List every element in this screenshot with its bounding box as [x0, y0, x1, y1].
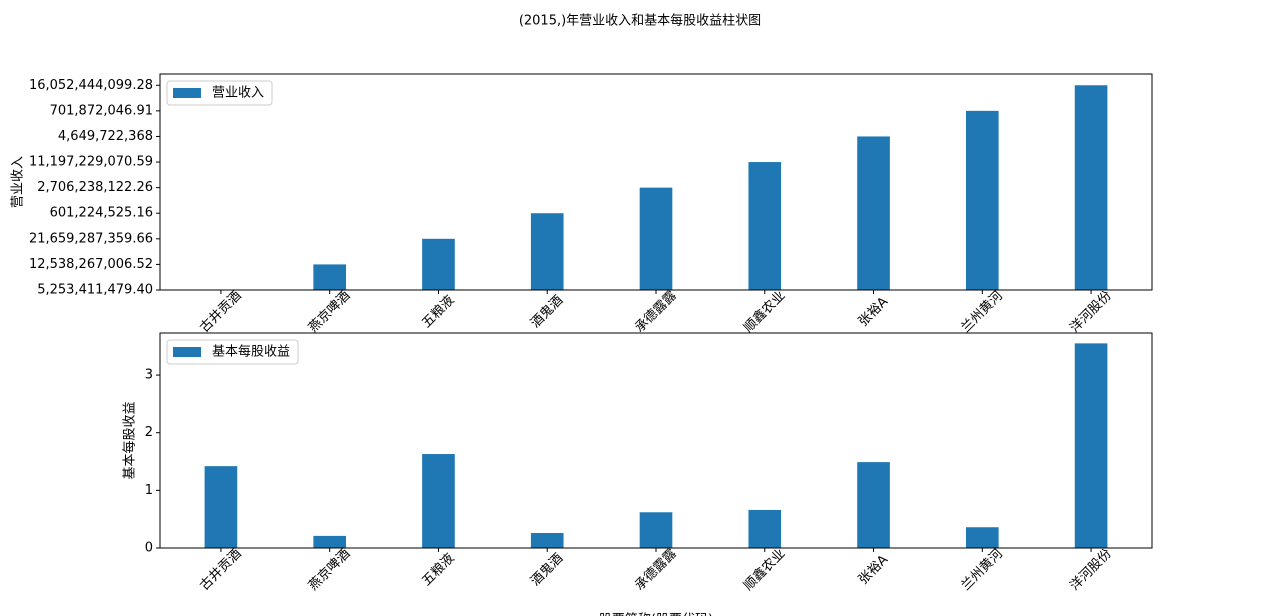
bar [530, 533, 564, 548]
legend-label: 营业收入 [212, 86, 264, 101]
bar [966, 110, 999, 290]
legend-swatch [173, 88, 201, 98]
legend-frame [166, 80, 273, 106]
bar [204, 466, 238, 548]
y-axis-label: 营业收入 [11, 156, 26, 208]
bar [857, 136, 890, 290]
bar [422, 454, 455, 548]
y-tick-label: 601,224,525.16 [50, 206, 153, 221]
bar [1074, 343, 1108, 548]
y-tick-label: 2,706,238,122.26 [37, 180, 153, 195]
bar [639, 512, 673, 548]
y-tick-label: 0 [145, 541, 153, 556]
bar [530, 213, 564, 290]
y-tick-label: 2 [145, 425, 153, 440]
axes-background [160, 333, 1152, 548]
bar [313, 535, 346, 548]
y-tick-label: 21,659,287,359.66 [29, 231, 153, 246]
legend-swatch [173, 347, 201, 357]
y-tick-label: 11,197,229,070.59 [29, 155, 153, 170]
bar [748, 162, 782, 290]
bar [966, 527, 999, 548]
y-tick-label: 701,872,046.91 [50, 103, 153, 118]
y-tick-label: 1 [145, 483, 153, 498]
bar [748, 509, 782, 548]
bar [422, 238, 455, 290]
legend-label: 基本每股收益 [212, 344, 290, 360]
figure-title: (2015,)年营业收入和基本每股收益柱状图 [519, 13, 761, 29]
bar [857, 462, 890, 548]
y-axis-label: 基本每股收益 [122, 401, 138, 479]
y-tick-label: 4,649,722,368 [58, 129, 153, 144]
y-tick-label: 5,253,411,479.40 [37, 283, 153, 298]
bar [313, 264, 346, 290]
y-tick-label: 12,538,267,006.52 [29, 257, 153, 272]
x-axis-label: 股票简称(股票代码) [599, 612, 713, 616]
legend-frame [166, 339, 299, 365]
y-tick-label: 3 [145, 368, 153, 383]
bar [639, 187, 673, 290]
y-tick-label: 16,052,444,099.28 [29, 78, 153, 93]
bar [1074, 85, 1108, 290]
